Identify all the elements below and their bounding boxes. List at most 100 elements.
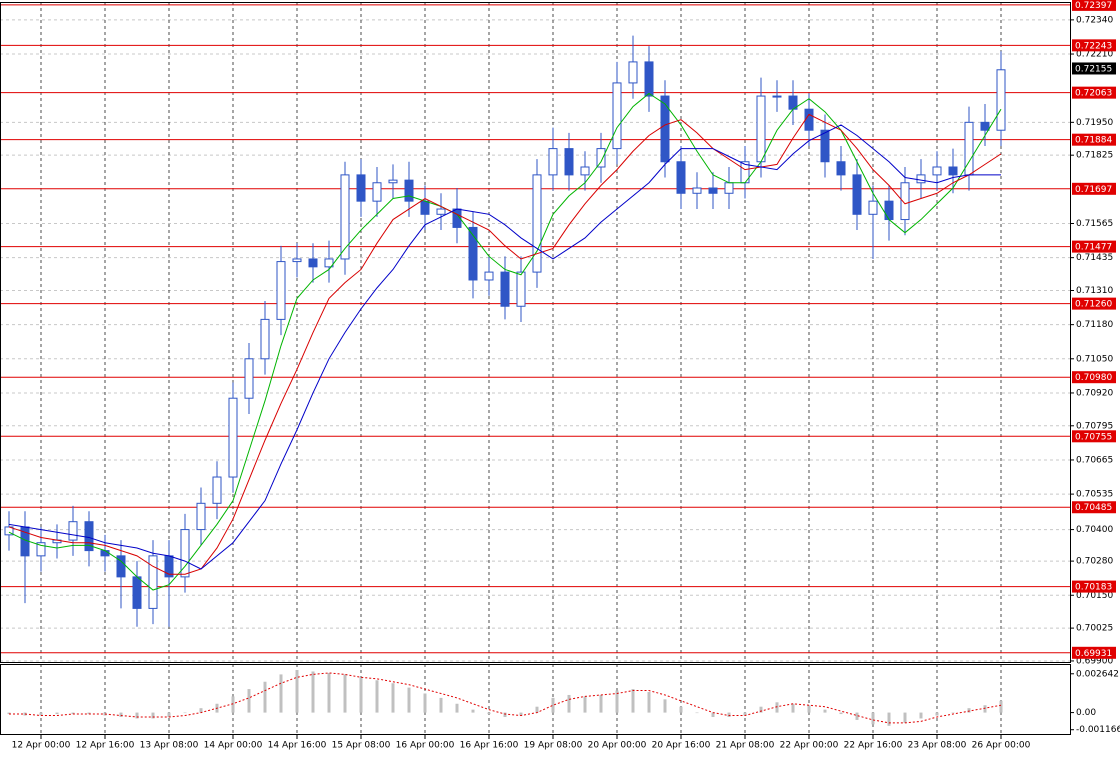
histogram-bar — [423, 693, 427, 713]
candle-body — [468, 226, 478, 281]
last-price-box — [1072, 62, 1116, 75]
level-label: 0.70485 — [1075, 503, 1112, 513]
histogram-bar — [759, 706, 763, 713]
y-tick-label: 0.71050 — [1076, 354, 1113, 364]
histogram-bar — [583, 696, 587, 713]
y-tick-label: 0.002642 — [1076, 669, 1119, 679]
histogram-bar — [183, 712, 187, 714]
histogram-bar — [887, 712, 891, 726]
level-label-box — [1072, 182, 1116, 195]
candle-body — [932, 166, 942, 176]
histogram-bar — [903, 712, 907, 723]
candle-body — [324, 258, 334, 268]
histogram-bar — [135, 712, 139, 719]
candle-body — [948, 166, 958, 176]
candle-body — [340, 174, 350, 260]
candle-body — [388, 179, 398, 184]
candle-body — [724, 182, 734, 194]
histogram-bar — [711, 712, 715, 717]
histogram-bar — [727, 712, 731, 717]
histogram-bar — [871, 712, 875, 725]
level-label: 0.72063 — [1075, 89, 1112, 99]
candle-body — [516, 271, 526, 307]
y-tick-label: 0.71180 — [1076, 320, 1113, 330]
histogram-bar — [663, 699, 667, 713]
candle-body — [420, 200, 430, 215]
y-tick-label: 0.70535 — [1076, 490, 1113, 500]
candle-body — [836, 161, 846, 176]
candle-body — [100, 550, 110, 557]
level-label-box — [1072, 240, 1116, 253]
histogram-bar — [791, 703, 795, 713]
y-tick-label: 0.70665 — [1076, 455, 1113, 465]
histogram-bar — [407, 687, 411, 713]
level-label-box — [1072, 501, 1116, 514]
level-label-box — [1072, 133, 1116, 146]
level-label-box — [1072, 371, 1116, 384]
histogram-bar — [87, 712, 91, 715]
ma-line — [8, 92, 1002, 591]
candle-body — [276, 261, 286, 320]
y-tick-label: 0.71310 — [1076, 286, 1113, 296]
candle-body — [404, 179, 414, 202]
histogram-bar — [935, 712, 939, 716]
x-tick-label: 12 Apr 00:00 — [12, 741, 71, 751]
candle-body — [804, 108, 814, 131]
candle-body — [580, 166, 590, 176]
x-tick-label: 22 Apr 16:00 — [844, 741, 903, 751]
level-label: 0.72397 — [1075, 1, 1112, 11]
histogram-bar — [247, 689, 251, 713]
x-tick-label: 23 Apr 08:00 — [908, 741, 967, 751]
candle-body — [148, 555, 158, 609]
histogram-bar — [295, 669, 299, 713]
histogram-bar — [743, 712, 747, 716]
histogram-bar — [631, 689, 635, 713]
candle-body — [116, 555, 126, 578]
histogram-bar — [359, 677, 363, 713]
candle-body — [244, 358, 254, 399]
level-label-box — [1072, 297, 1116, 310]
x-tick-label: 16 Apr 00:00 — [396, 741, 455, 751]
x-tick-label: 16 Apr 16:00 — [460, 741, 519, 751]
histogram-bar — [119, 712, 123, 717]
histogram-bar — [615, 690, 619, 713]
histogram-bar — [311, 671, 315, 713]
candle-body — [900, 182, 910, 221]
level-label: 0.72243 — [1075, 41, 1112, 51]
level-label: 0.71260 — [1075, 300, 1112, 310]
main-plot — [1, 3, 1070, 662]
sub-frame — [0, 664, 1071, 735]
candle-body — [852, 174, 862, 215]
level-label: 0.71477 — [1075, 243, 1112, 253]
y-tick-label: 0.72340 — [1076, 15, 1113, 25]
histogram-bar — [919, 712, 923, 719]
x-tick-label: 26 Apr 00:00 — [972, 741, 1031, 751]
candle-body — [532, 174, 542, 273]
candle-body — [676, 161, 686, 194]
histogram-bar — [855, 712, 859, 720]
histogram-bar — [55, 712, 59, 715]
candle-body — [84, 521, 94, 552]
candle-body — [820, 129, 830, 163]
histogram-bar — [823, 709, 827, 713]
y-tick-label: 0.70920 — [1076, 388, 1113, 398]
x-tick-label: 15 Apr 08:00 — [332, 741, 391, 751]
level-label: 0.69931 — [1075, 649, 1112, 659]
histogram-bar — [167, 712, 171, 717]
y-tick-label: 0.70280 — [1076, 557, 1113, 567]
candle-body — [884, 200, 894, 221]
histogram-bar — [327, 672, 331, 713]
candle-body — [484, 271, 494, 281]
histogram-bar — [279, 674, 283, 713]
candle-body — [228, 397, 238, 478]
y-tick-label: 0.70025 — [1076, 624, 1113, 634]
level-label: 0.71884 — [1075, 136, 1112, 146]
candle-body — [36, 542, 46, 557]
y-tick-label: -0.001166 — [1076, 725, 1120, 735]
histogram-bar — [263, 681, 267, 713]
candle-body — [996, 69, 1006, 131]
histogram-bar — [535, 706, 539, 713]
y-tick-label: 0.71435 — [1076, 253, 1113, 263]
candle-body — [644, 61, 654, 97]
